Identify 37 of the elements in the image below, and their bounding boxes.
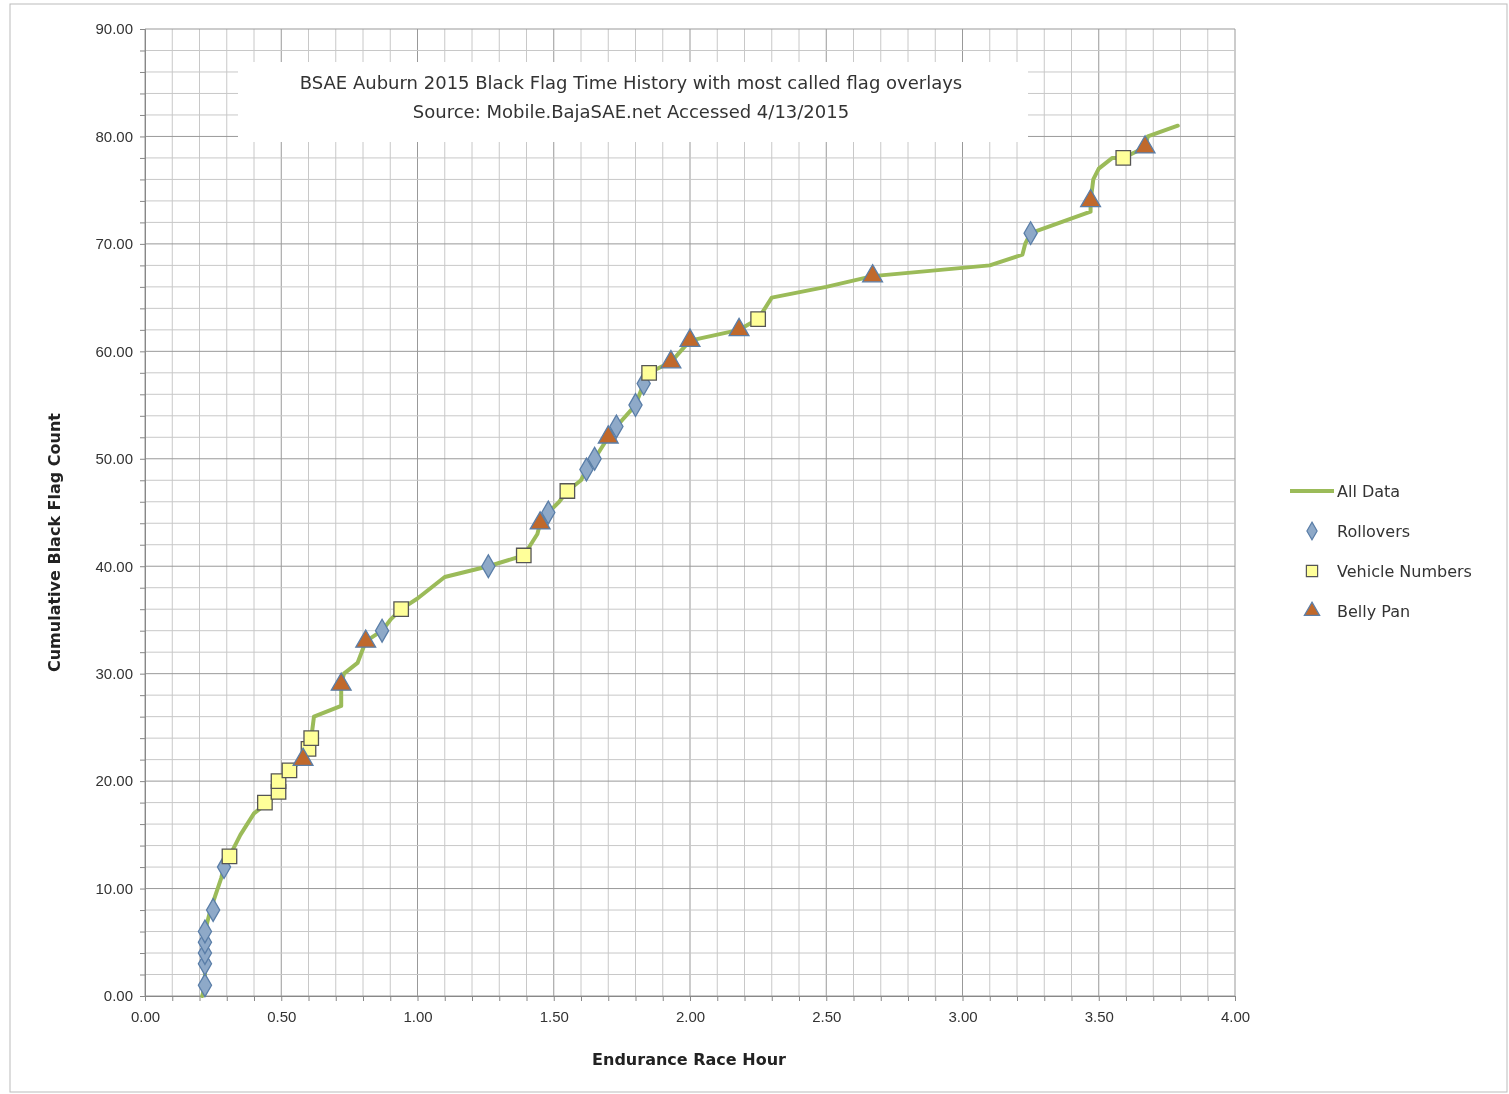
y-tick-label: 60.00 — [95, 342, 133, 360]
x-axis-title: Endurance Race Hour — [592, 1050, 787, 1069]
point — [257, 794, 273, 811]
text: BSAE Auburn 2015 Black Flag Time History with most called flag overlays — [299, 72, 963, 93]
x-tick-label: 0.00 — [130, 1008, 161, 1025]
x-tick-label: 1.00 — [403, 1008, 433, 1025]
y-tick-label: 10.00 — [95, 879, 133, 897]
x-tick-label: 3.00 — [948, 1008, 978, 1025]
point — [559, 483, 576, 499]
annotation: Source: Mobile.BajaSAE.net Accessed 4/13/2015 — [412, 101, 850, 122]
legend-label: All Data — [1337, 482, 1401, 501]
x-tick-label: 4.00 — [1220, 1008, 1251, 1025]
legend-label: Rollovers — [1337, 522, 1411, 541]
point — [393, 601, 410, 618]
point — [221, 848, 238, 865]
x-tick-label: 3.50 — [1084, 1008, 1114, 1025]
point — [303, 730, 320, 747]
legend-label: Vehicle Numbers — [1337, 562, 1472, 581]
point — [1115, 150, 1132, 166]
point — [515, 547, 532, 564]
y-tick-label: 70.00 — [95, 235, 133, 253]
point — [281, 762, 298, 779]
y-tick-label: 90.00 — [95, 20, 133, 38]
x-tick-label: 2.00 — [675, 1008, 706, 1025]
y-tick-label: 0.00 — [103, 987, 133, 1005]
y-tick-label: 30.00 — [95, 664, 133, 682]
y-tick-label: 40.00 — [95, 557, 133, 575]
point — [641, 364, 658, 381]
y-tick-label: 50.00 — [95, 450, 133, 468]
y-tick-label: 80.00 — [95, 127, 133, 145]
x-tick-label: 2.50 — [812, 1008, 842, 1025]
x-tick-label: 1.50 — [539, 1008, 569, 1025]
y-axis-title: Cumulative Black Flag Count — [45, 412, 64, 673]
x-tick-label: 0.50 — [267, 1008, 297, 1025]
legend-label: Belly Pan — [1337, 602, 1411, 621]
y-tick-label: 20.00 — [95, 772, 133, 790]
point — [750, 311, 767, 327]
